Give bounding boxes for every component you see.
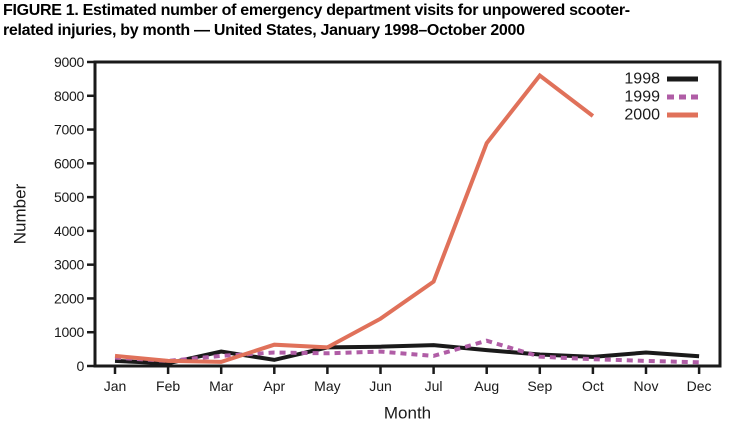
y-tick-label: 0 xyxy=(77,358,85,374)
series-line-2000 xyxy=(114,72,595,364)
y-tick-label: 6000 xyxy=(54,155,84,171)
legend-label-2000: 2000 xyxy=(624,107,660,124)
x-tick-label: Feb xyxy=(156,378,180,394)
legend-label-1998: 1998 xyxy=(624,71,660,88)
y-tick-label: 1000 xyxy=(54,324,84,340)
figure-title-line1: FIGURE 1. Estimated number of emergency … xyxy=(3,2,630,19)
y-axis-title: Number xyxy=(11,183,30,244)
x-tick-label: Jul xyxy=(425,378,443,394)
x-tick-label: May xyxy=(314,378,340,394)
y-tick-label: 2000 xyxy=(54,290,84,306)
x-tick-label: Apr xyxy=(263,378,285,394)
y-tick-label: 3000 xyxy=(54,257,84,273)
x-tick-label: Sep xyxy=(527,378,552,394)
y-tick-label: 9000 xyxy=(54,54,84,70)
series-line-1998 xyxy=(114,343,700,366)
y-tick-label: 4000 xyxy=(54,223,84,239)
legend-label-1999: 1999 xyxy=(624,89,660,106)
y-tick-label: 5000 xyxy=(54,189,84,205)
y-tick-label: 7000 xyxy=(54,122,84,138)
plot-frame xyxy=(93,60,722,368)
x-tick-label: Aug xyxy=(474,378,499,394)
x-tick-label: Mar xyxy=(209,378,233,394)
x-tick-label: Dec xyxy=(687,378,712,394)
x-tick-label: Jun xyxy=(369,378,392,394)
x-tick-label: Nov xyxy=(634,378,659,394)
figure-title: FIGURE 1. Estimated number of emergency … xyxy=(3,1,747,41)
x-tick-label: Oct xyxy=(582,378,604,394)
x-axis-title: Month xyxy=(384,404,431,423)
x-tick-label: Jan xyxy=(104,378,127,394)
y-tick-label: 8000 xyxy=(54,88,84,104)
figure-title-line2: related injuries, by month — United Stat… xyxy=(3,22,525,39)
